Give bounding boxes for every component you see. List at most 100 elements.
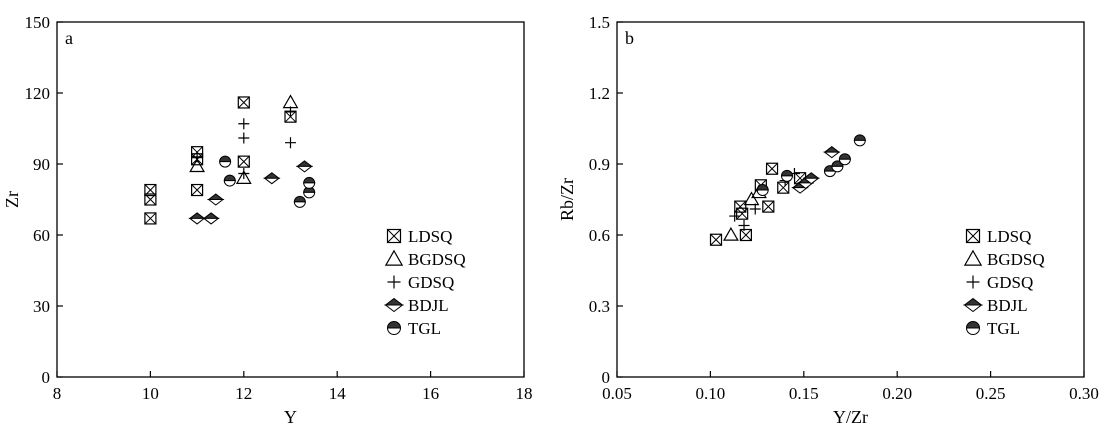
legend-label: LDSQ <box>408 227 452 246</box>
y-tick-label: 90 <box>33 155 50 174</box>
data-point <box>191 183 204 197</box>
legend: LDSQ BGDSQ GDSQ BDJL TGL <box>963 227 1045 338</box>
data-point <box>723 226 739 241</box>
data-point <box>189 158 206 173</box>
x-tick-label: 18 <box>516 384 533 403</box>
data-point <box>743 191 760 206</box>
legend-marker <box>384 249 404 266</box>
y-tick-label: 0.6 <box>589 226 610 245</box>
data-point <box>762 200 775 213</box>
data-point <box>238 132 250 144</box>
series-bdjl <box>791 146 841 194</box>
data-point <box>777 181 790 194</box>
data-point <box>188 212 206 225</box>
y-tick-label: 0 <box>42 368 51 387</box>
data-point <box>219 155 232 168</box>
legend-label: GDSQ <box>408 273 454 292</box>
legend-label: BGDSQ <box>408 250 466 269</box>
x-tick-label: 0.30 <box>1069 384 1099 403</box>
data-point <box>738 220 750 232</box>
legend-marker <box>387 275 401 289</box>
data-point <box>838 153 851 166</box>
data-point <box>144 212 157 225</box>
data-point <box>729 210 741 222</box>
data-point <box>207 193 225 206</box>
data-point <box>191 151 203 163</box>
data-point <box>765 162 779 175</box>
data-point <box>263 172 281 185</box>
legend-label: LDSQ <box>987 227 1031 246</box>
data-point <box>853 134 866 147</box>
legend-marker <box>966 275 980 289</box>
data-point <box>235 170 252 184</box>
legend-label: BGDSQ <box>987 250 1045 269</box>
legend-label: GDSQ <box>987 273 1033 292</box>
plot-frame <box>616 21 1085 378</box>
panel-label: a <box>65 28 73 48</box>
y-tick-label: 0.9 <box>589 155 610 174</box>
series-tgl <box>756 134 866 196</box>
y-axis-label: Zr <box>2 191 22 208</box>
data-point <box>293 195 306 208</box>
data-point <box>237 155 250 168</box>
legend-label: TGL <box>408 319 441 338</box>
y-tick-label: 0 <box>602 368 611 387</box>
data-point <box>736 207 749 220</box>
data-point <box>237 96 250 109</box>
x-tick-label: 0.20 <box>882 384 912 403</box>
data-point <box>238 118 250 130</box>
series-gdsq <box>191 106 296 179</box>
legend-marker <box>965 228 981 244</box>
legend-label: BDJL <box>408 296 449 315</box>
data-point <box>802 172 820 185</box>
panel-a: 0 30 60 90 120 150 8 10 12 14 16 18 Y Zr a LDSQ BGDSQ GDS… <box>2 13 533 427</box>
data-point <box>285 106 296 118</box>
x-tick-label: 8 <box>53 384 62 403</box>
legend-label: BDJL <box>987 296 1028 315</box>
y-tick-label: 30 <box>33 297 50 316</box>
legend-marker <box>386 228 402 244</box>
data-point <box>202 212 220 225</box>
data-point <box>709 233 723 246</box>
x-tick-label: 10 <box>142 384 159 403</box>
panel-label: b <box>625 28 634 48</box>
data-point <box>282 94 299 109</box>
legend-marker <box>963 297 983 313</box>
legend-marker <box>384 297 404 313</box>
series-ldsq <box>144 96 297 225</box>
data-point <box>144 193 157 206</box>
plot-frame <box>56 21 525 378</box>
x-tick-label: 12 <box>235 384 252 403</box>
data-point <box>303 186 316 199</box>
data-point <box>780 169 793 182</box>
x-tick-label: 0.15 <box>789 384 819 403</box>
x-axis-label: Y <box>284 407 297 427</box>
y-tick-label: 60 <box>33 226 50 245</box>
data-point <box>303 177 316 189</box>
x-tick-label: 16 <box>422 384 439 403</box>
y-tick-label: 1.2 <box>589 84 610 103</box>
y-tick-label: 120 <box>25 84 51 103</box>
x-tick-label: 0.10 <box>696 384 726 403</box>
legend-marker <box>963 249 983 266</box>
x-axis-label: Y/Zr <box>833 407 868 427</box>
x-tick-label: 14 <box>329 384 347 403</box>
data-point <box>749 203 761 215</box>
data-point <box>285 137 296 149</box>
legend-marker <box>386 321 402 335</box>
data-point <box>223 174 236 187</box>
y-tick-label: 1.5 <box>589 13 610 32</box>
legend-label: TGL <box>987 319 1020 338</box>
data-point <box>756 184 769 196</box>
y-tick-label: 0.3 <box>589 297 610 316</box>
data-point <box>238 167 250 179</box>
series-bdjl <box>188 160 314 225</box>
x-tick-label: 0.05 <box>602 384 632 403</box>
data-point <box>739 228 752 242</box>
y-tick-label: 150 <box>25 13 51 32</box>
panel-b: 0 0.3 0.6 0.9 1.2 1.5 0.05 0.10 0.15 0.20 0.25 0.30… <box>557 13 1099 427</box>
y-axis-label: Rb/Zr <box>557 178 577 221</box>
legend-marker <box>965 321 981 335</box>
x-tick-label: 0.25 <box>976 384 1006 403</box>
